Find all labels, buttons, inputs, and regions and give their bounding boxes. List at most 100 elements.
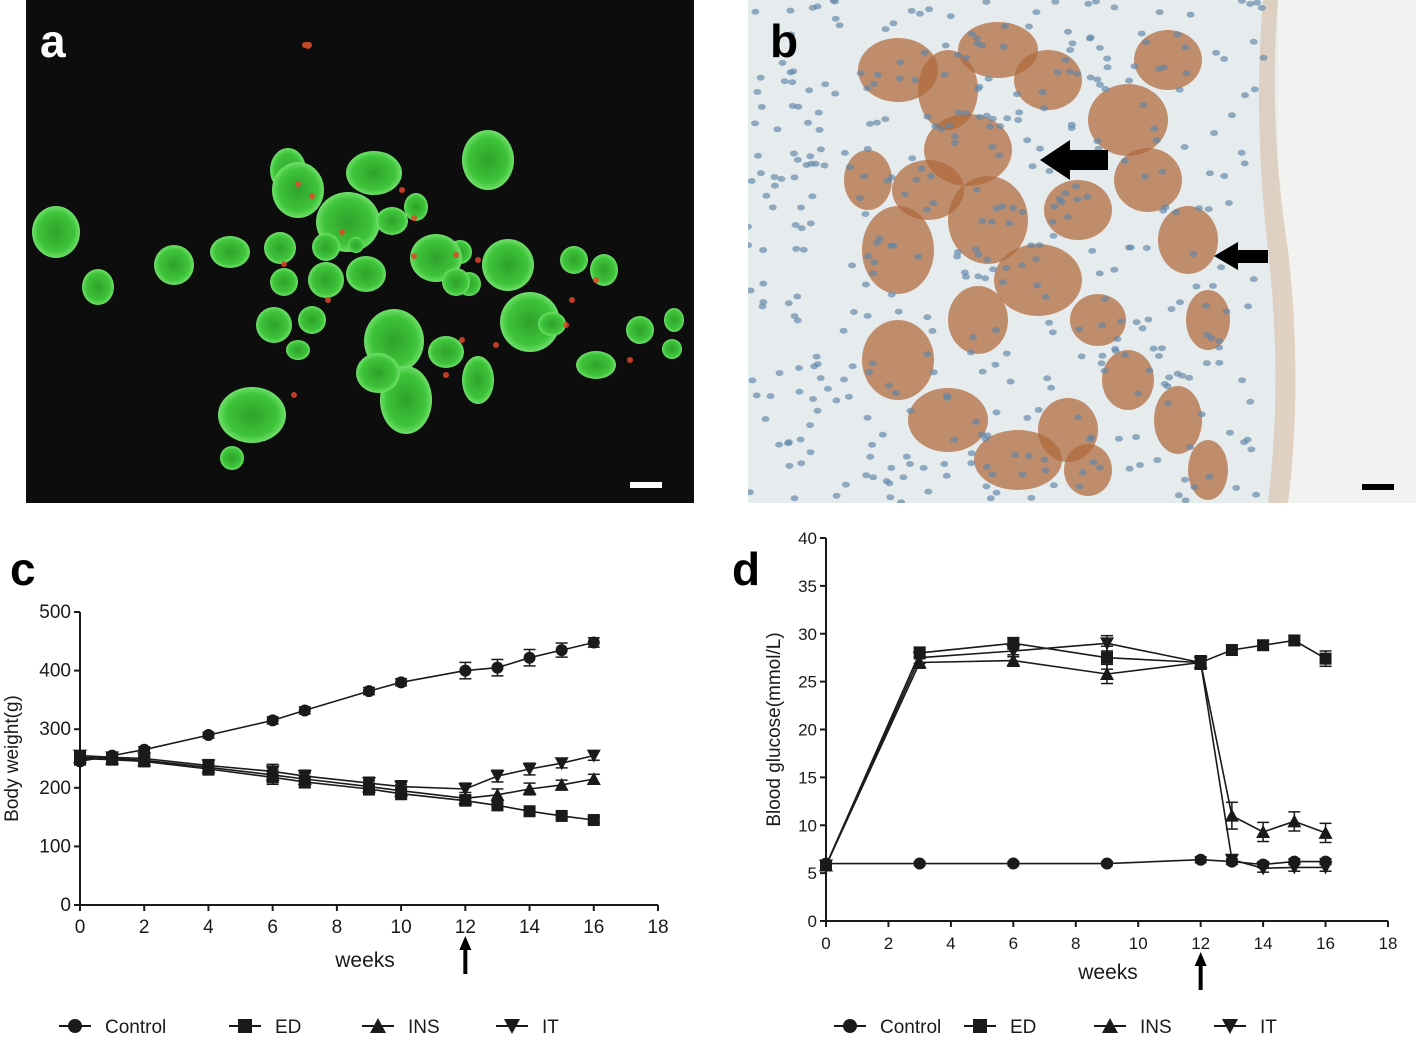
legend: Control ED INS IT — [59, 1017, 559, 1038]
data-point — [394, 780, 409, 794]
series-control — [74, 636, 600, 768]
data-point — [1006, 644, 1021, 658]
y-tick-label: 15 — [798, 768, 817, 787]
data-point — [458, 782, 473, 796]
series-line — [79, 757, 594, 821]
data-point — [523, 805, 536, 818]
data-point — [490, 770, 505, 784]
y-tick-label: 35 — [798, 577, 817, 596]
annotation-arrow-head — [459, 936, 472, 950]
x-axis-label: weeks — [1077, 961, 1138, 984]
y-tick-label: 10 — [798, 816, 817, 835]
series-line — [79, 754, 594, 790]
data-point — [587, 636, 600, 649]
x-tick-label: 4 — [203, 917, 214, 938]
y-axis-label: Blood glucose(mmol/L) — [764, 632, 785, 826]
data-point — [363, 685, 375, 698]
legend-item-ed: ED — [964, 1017, 1036, 1038]
y-tick-label: 200 — [39, 778, 71, 799]
data-point — [458, 791, 473, 805]
legend: Control ED INS IT — [834, 1017, 1277, 1038]
blood-glucose-plot: 0 2 4 6 8 10 12 14 16 18 0 5 10 15 20 25 30 35 40 weeks Bloo… — [764, 529, 1398, 1038]
legend-item-it: IT — [1214, 1017, 1277, 1038]
blood-glucose-chart: d 0 2 4 6 8 10 12 14 16 18 0 5 10 15 20 25 30 35 40 weeks Bl… — [710, 510, 1418, 1039]
legend-marker — [370, 1018, 386, 1033]
ihc-image — [744, 0, 1416, 506]
y-tick-label: 0 — [808, 912, 817, 931]
annotation-arrow-head — [1194, 952, 1207, 966]
legend-label: Control — [880, 1017, 941, 1038]
data-point — [1224, 853, 1239, 867]
y-axis-label: Body weight(g) — [2, 695, 23, 822]
series-it — [819, 634, 1333, 876]
data-point — [297, 770, 312, 784]
legend-label: IT — [542, 1017, 559, 1038]
panel-label-b: b — [770, 15, 799, 67]
legend-marker — [68, 1019, 82, 1033]
series-line — [825, 659, 1326, 866]
x-tick-label: 2 — [139, 917, 150, 938]
data-point — [1193, 656, 1208, 670]
series-line — [825, 642, 1326, 870]
data-point — [1194, 853, 1207, 866]
legend-marker — [238, 1019, 252, 1033]
data-point — [201, 759, 216, 773]
x-tick-label: 4 — [946, 934, 955, 953]
data-point — [1225, 644, 1238, 657]
x-tick-label: 12 — [455, 917, 476, 938]
data-point — [522, 781, 537, 795]
legend-item-ins: INS — [1094, 1017, 1172, 1038]
x-tick-label: 18 — [647, 917, 668, 938]
data-point — [1257, 639, 1270, 652]
x-axis-label: weeks — [334, 949, 395, 972]
legend-label: Control — [105, 1017, 166, 1038]
data-point — [490, 787, 505, 801]
data-point — [1287, 861, 1302, 875]
series-ins — [819, 653, 1333, 872]
legend-label: IT — [1260, 1017, 1277, 1038]
data-point — [1224, 808, 1239, 822]
data-point — [1318, 825, 1333, 839]
y-tick-label: 500 — [39, 602, 71, 623]
x-tick-label: 6 — [267, 917, 278, 938]
x-tick-label: 18 — [1379, 934, 1398, 953]
data-point — [1006, 653, 1021, 667]
x-tick-label: 0 — [75, 917, 86, 938]
legend-marker — [1102, 1018, 1118, 1033]
body-weight-chart: c 0 2 4 6 8 10 12 14 16 18 0 100 200 300 400 500 weeks Bo… — [0, 510, 700, 1039]
data-point — [522, 763, 537, 777]
x-tick-label: 0 — [821, 934, 830, 953]
data-point — [912, 651, 927, 665]
scale-bar — [630, 482, 662, 488]
data-point — [1319, 652, 1332, 665]
legend-label: ED — [1010, 1017, 1036, 1038]
data-point — [554, 777, 569, 791]
data-point — [395, 676, 408, 689]
data-point — [202, 729, 215, 742]
data-point — [1100, 666, 1114, 680]
legend-marker — [843, 1019, 857, 1033]
legend-item-control: Control — [834, 1017, 941, 1038]
data-point — [913, 857, 926, 870]
data-point — [266, 714, 279, 727]
legend-item-ins: INS — [362, 1017, 440, 1038]
data-point — [73, 749, 87, 763]
data-point — [1101, 651, 1113, 664]
legend-label: INS — [1140, 1017, 1172, 1038]
data-point — [362, 777, 376, 791]
x-tick-label: 14 — [1254, 934, 1273, 953]
y-tick-label: 40 — [798, 529, 817, 548]
x-tick-label: 2 — [884, 934, 893, 953]
data-point — [1100, 637, 1114, 651]
legend-marker — [1222, 1019, 1238, 1034]
series-it — [73, 749, 601, 796]
legend-item-ed: ED — [229, 1017, 301, 1038]
y-tick-label: 100 — [39, 836, 71, 857]
y-tick-label: 25 — [798, 673, 817, 692]
data-point — [491, 799, 504, 812]
x-tick-label: 16 — [583, 917, 604, 938]
data-point — [265, 765, 280, 779]
data-point — [459, 664, 472, 677]
islet-cluster — [32, 42, 684, 470]
data-point — [523, 651, 536, 664]
